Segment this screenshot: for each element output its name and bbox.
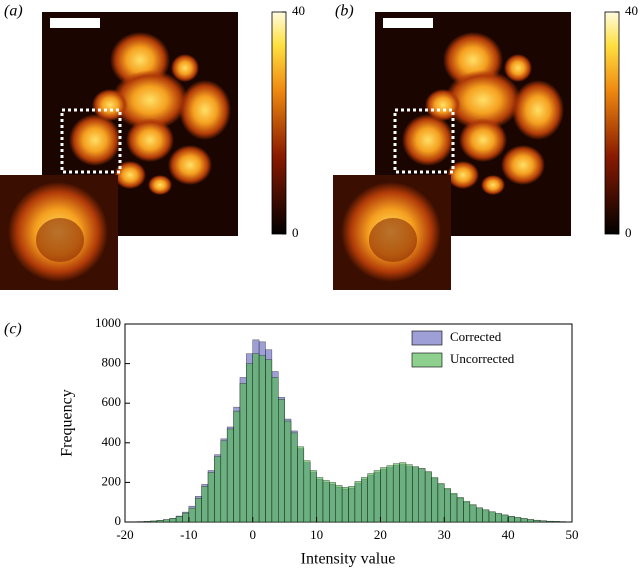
bar (194, 497, 202, 523)
bar (341, 487, 349, 523)
bar (354, 481, 362, 523)
y-tick-label: 800 (102, 355, 122, 370)
bar (258, 355, 266, 523)
panel-label: (c) (4, 321, 22, 338)
y-tick-label: 400 (102, 434, 122, 449)
bar (546, 520, 554, 523)
bar (201, 486, 209, 523)
panel-label: (b) (335, 3, 354, 20)
panel-b-image (331, 10, 621, 292)
legend-swatch (411, 330, 443, 346)
bar (450, 493, 458, 523)
bar (552, 521, 560, 523)
bar (437, 483, 445, 523)
bar (239, 383, 247, 523)
panel-a-image (0, 10, 288, 292)
bar (514, 517, 522, 523)
x-tick-label: -10 (180, 527, 197, 542)
legend-swatch (411, 352, 443, 368)
bar (143, 521, 151, 523)
bar (252, 353, 260, 523)
bar (322, 480, 330, 523)
bar (392, 463, 400, 523)
bar (169, 518, 177, 523)
bar (214, 456, 222, 523)
bar (482, 509, 490, 523)
y-tick-label: 600 (102, 394, 122, 409)
bar (361, 477, 368, 523)
bar (329, 482, 336, 523)
y-tick-label: 0 (115, 513, 122, 528)
x-tick-label: 10 (310, 527, 323, 542)
bar (226, 428, 234, 523)
y-axis-label: Frequency (59, 389, 76, 457)
x-tick-label: -20 (116, 527, 133, 542)
bar (297, 446, 305, 523)
bar (501, 514, 509, 523)
bar (424, 471, 432, 523)
bar (412, 466, 419, 523)
bar (520, 518, 528, 523)
bar (290, 432, 298, 523)
colorbar-tick-label: 0 (292, 225, 299, 240)
bar (527, 519, 534, 523)
bar (507, 516, 515, 523)
bar (175, 516, 183, 523)
x-tick-label: 50 (566, 527, 579, 542)
legend-label: Corrected (450, 329, 502, 344)
x-tick-label: 40 (502, 527, 515, 542)
bar (335, 485, 343, 523)
bar (386, 465, 394, 523)
bar (278, 398, 285, 523)
y-tick-label: 200 (102, 473, 122, 488)
bar (303, 460, 311, 523)
x-axis-label: Intensity value (301, 551, 396, 568)
bar (373, 470, 381, 523)
x-tick-label: 0 (249, 527, 256, 542)
bar (156, 520, 164, 523)
legend-label: Uncorrected (450, 351, 515, 366)
bar (316, 477, 324, 523)
x-tick-label: 20 (374, 527, 387, 542)
bar (182, 512, 190, 523)
bar (533, 519, 541, 523)
bar (150, 520, 158, 523)
bar (456, 497, 464, 523)
bar (539, 520, 547, 523)
bar (469, 504, 477, 523)
bar (348, 486, 356, 523)
bar (399, 462, 407, 523)
panel-label: (a) (4, 3, 23, 20)
bar (431, 477, 439, 523)
bar (265, 359, 273, 523)
colorbar-tick-label: 0 (625, 225, 632, 240)
bar (488, 511, 496, 523)
bar (188, 507, 196, 523)
bar (475, 507, 483, 523)
bar (405, 464, 413, 523)
bar (418, 468, 426, 523)
bar (380, 467, 388, 523)
bar (246, 363, 253, 523)
bar (463, 500, 471, 523)
y-tick-label: 1000 (95, 315, 121, 330)
bar (233, 410, 241, 523)
bar (495, 513, 503, 523)
bar (220, 440, 228, 523)
bar (367, 473, 375, 523)
bar (284, 420, 292, 523)
bar (309, 470, 317, 523)
bar (163, 519, 170, 523)
colorbar-tick-label: 40 (625, 3, 638, 18)
bar (444, 488, 451, 523)
bar (207, 472, 215, 523)
x-tick-label: 30 (438, 527, 451, 542)
colorbar-tick-label: 40 (292, 3, 305, 18)
bar (271, 377, 279, 523)
